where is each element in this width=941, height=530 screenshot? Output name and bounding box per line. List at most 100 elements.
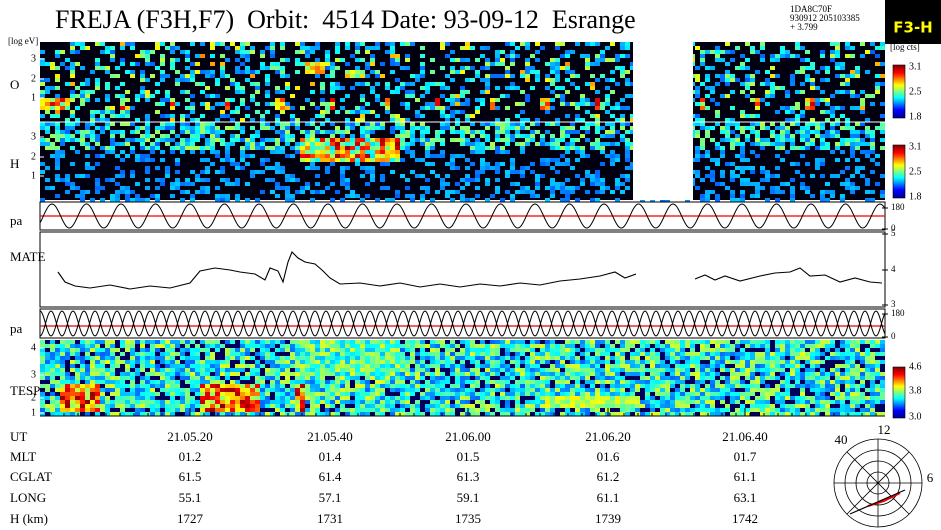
spectrogram-cell [420, 70, 425, 74]
spectrogram-cell [565, 134, 570, 138]
spectrogram-cell [255, 70, 260, 74]
spectrogram-cell [130, 352, 135, 356]
spectrogram-cell [580, 364, 585, 368]
spectrogram-cell [555, 162, 560, 166]
spectrogram-cell [350, 360, 355, 364]
spectrogram-cell [530, 404, 535, 408]
spectrogram-cell [255, 400, 260, 404]
spectrogram-cell [585, 376, 590, 380]
spectrogram-cell [535, 396, 540, 400]
spectrogram-cell [550, 396, 555, 400]
spectrogram-cell [210, 400, 215, 404]
spectrogram-cell [275, 66, 280, 70]
spectrogram-cell [595, 368, 600, 372]
spectrogram-cell [95, 412, 100, 416]
spectrogram-cell [880, 122, 885, 126]
spectrogram-cell [370, 356, 375, 360]
spectrogram-cell [320, 348, 325, 352]
spectrogram-cell [565, 392, 570, 396]
spectrogram-cell [615, 102, 620, 106]
spectrogram-cell [400, 384, 405, 388]
spectrogram-cell [345, 380, 350, 384]
spectrogram-cell [735, 138, 740, 142]
spectrogram-cell [480, 344, 485, 348]
spectrogram-cell [740, 62, 745, 66]
spectrogram-cell [175, 408, 180, 412]
spectrogram-cell [585, 368, 590, 372]
spectrogram-cell [780, 126, 785, 130]
spectrogram-cell [265, 368, 270, 372]
spectrogram-cell [535, 78, 540, 82]
spectrogram-cell [390, 344, 395, 348]
spectrogram-cell [810, 122, 815, 126]
spectrogram-cell [495, 118, 500, 122]
spectrogram-cell [475, 106, 480, 110]
spectrogram-cell [235, 166, 240, 170]
spectrogram-cell [795, 42, 800, 46]
spectrogram-cell [390, 348, 395, 352]
spectrogram-cell [135, 98, 140, 102]
spectrogram-cell [465, 356, 470, 360]
spectrogram-cell [345, 376, 350, 380]
spectrogram-cell [385, 400, 390, 404]
spectrogram-cell [525, 384, 530, 388]
spectrogram-cell [215, 348, 220, 352]
spectrogram-cell [645, 380, 650, 384]
spectrogram-cell [430, 388, 435, 392]
spectrogram-cell [700, 50, 705, 54]
spectrogram-cell [135, 118, 140, 122]
spectrogram-cell [485, 388, 490, 392]
spectrogram-cell [270, 102, 275, 106]
spectrogram-cell [615, 178, 620, 182]
spectrogram-cell [155, 372, 160, 376]
spectrogram-cell [800, 110, 805, 114]
spectrogram-cell [210, 356, 215, 360]
spectrogram-cell [380, 102, 385, 106]
spectrogram-cell [265, 94, 270, 98]
spectrogram-cell [370, 376, 375, 380]
spectrogram-cell [555, 360, 560, 364]
spectrogram-cell [495, 150, 500, 154]
spectrogram-cell [130, 388, 135, 392]
spectrogram-cell [695, 114, 700, 118]
spectrogram-cell [660, 364, 665, 368]
spectrogram-cell [410, 194, 415, 198]
spectrogram-cell [540, 344, 545, 348]
spectrogram-cell [830, 58, 835, 62]
spectrogram-cell [385, 368, 390, 372]
spectrogram-cell [220, 114, 225, 118]
spectrogram-cell [620, 364, 625, 368]
spectrogram-cell [170, 364, 175, 368]
spectrogram-cell [510, 126, 515, 130]
spectrogram-cell [255, 130, 260, 134]
spectrogram-cell [870, 138, 875, 142]
spectrogram-cell [170, 62, 175, 66]
spectrogram-cell [230, 134, 235, 138]
spectrogram-cell [660, 388, 665, 392]
spectrogram-cell [75, 376, 80, 380]
spectrogram-cell [230, 352, 235, 356]
spectrogram-cell [125, 392, 130, 396]
spectrogram-cell [240, 50, 245, 54]
spectrogram-cell [435, 102, 440, 106]
spectrogram-cell [410, 126, 415, 130]
spectrogram-cell [400, 368, 405, 372]
spectrogram-cell [685, 364, 690, 368]
spectrogram-cell [590, 174, 595, 178]
spectrogram-cell [180, 368, 185, 372]
spectrogram-cell [130, 364, 135, 368]
spectrogram-cell [275, 404, 280, 408]
spectrogram-cell [100, 198, 105, 202]
spectrogram-cell [625, 340, 630, 344]
spectrogram-cell [215, 78, 220, 82]
spectrogram-cell [55, 106, 60, 110]
spectrogram-cell [460, 340, 465, 344]
spectrogram-cell [85, 408, 90, 412]
spectrogram-cell [195, 122, 200, 126]
spectrogram-cell [185, 146, 190, 150]
spectrogram-cell [820, 146, 825, 150]
spectrogram-cell [45, 90, 50, 94]
spectrogram-cell [385, 82, 390, 86]
spectrogram-cell [240, 388, 245, 392]
spectrogram-cell [720, 138, 725, 142]
